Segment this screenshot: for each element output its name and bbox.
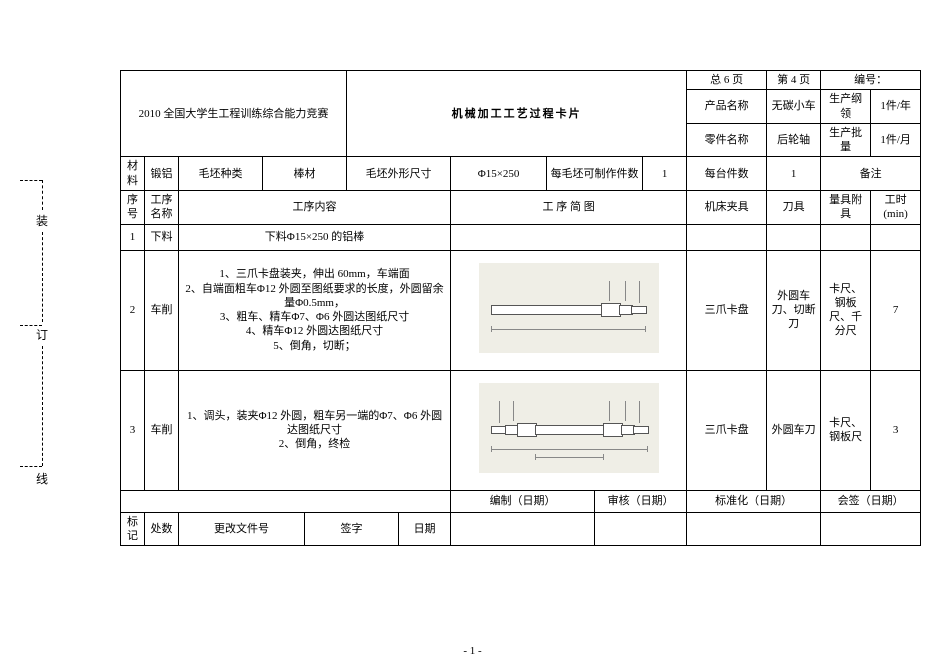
binding-ding: 订 [32,326,52,343]
row2-name: 车削 [145,250,179,370]
row1-fixture [687,224,767,250]
row2-sketch [451,250,687,370]
blank-dim-label: 毛坯外形尺寸 [347,157,451,191]
total-pages: 总 6 页 [687,71,767,90]
change-row: 标记 处数 更改文件号 签字 日期 [121,512,921,546]
column-header-row: 序号 工序名称 工序内容 工 序 简 图 机床夹具 刀具 量具附具 工时(min… [121,191,921,225]
sig-countersign: 会签（日期） [821,490,921,512]
material-label: 材料 [121,157,145,191]
remark-label: 备注 [821,157,921,191]
row2-tool: 外圆车刀、切断刀 [767,250,821,370]
shaft-diagram-2 [479,383,659,473]
row2-content: 1、三爪卡盘装夹，伸出 60mm，车端面 2、自端面粗车Φ12 外圆至图纸要求的… [179,250,451,370]
product-name-label: 产品名称 [687,90,767,124]
row3-seq: 3 [121,370,145,490]
chg-blank-2 [595,512,687,546]
chg-date: 日期 [399,512,451,546]
batch: 1件/月 [871,123,921,157]
product-name: 无碳小车 [767,90,821,124]
row3-gauge: 卡尺、钢板尺 [821,370,871,490]
binding-zhuang: 装 [32,212,52,229]
per-blank-label: 每毛坯可制作件数 [547,157,643,191]
row1-time [871,224,921,250]
binding-xian: 线 [32,470,52,487]
chg-blank-1 [451,512,595,546]
page-num: 第 4 页 [767,71,821,90]
competition-cell: 2010 全国大学生工程训练综合能力竞赛 [121,71,347,157]
row3-fixture: 三爪卡盘 [687,370,767,490]
part-name-label: 零件名称 [687,123,767,157]
row3-time: 3 [871,370,921,490]
col-proc-sketch: 工 序 简 图 [451,191,687,225]
row3-name: 车削 [145,370,179,490]
col-time: 工时(min) [871,191,921,225]
process-row-2: 2 车削 1、三爪卡盘装夹，伸出 60mm，车端面 2、自端面粗车Φ12 外圆至… [121,250,921,370]
col-tool: 刀具 [767,191,821,225]
per-blank: 1 [643,157,687,191]
chg-count: 处数 [145,512,179,546]
row1-seq: 1 [121,224,145,250]
row2-gauge: 卡尺、钢板尺、千分尺 [821,250,871,370]
col-proc-content: 工序内容 [179,191,451,225]
chg-blank-3 [687,512,821,546]
per-machine: 1 [767,157,821,191]
chg-doc: 更改文件号 [179,512,305,546]
material: 锻铝 [145,157,179,191]
row1-gauge [821,224,871,250]
blank-type-label: 毛坯种类 [179,157,263,191]
card-title: 机械加工工艺过程卡片 [347,71,687,157]
chg-sign: 签字 [305,512,399,546]
part-name: 后轮轴 [767,123,821,157]
row3-tool: 外圆车刀 [767,370,821,490]
per-machine-label: 每台件数 [687,157,767,191]
sig-review: 审核（日期） [595,490,687,512]
row2-fixture: 三爪卡盘 [687,250,767,370]
material-row: 材料 锻铝 毛坯种类 棒材 毛坯外形尺寸 Φ15×250 每毛坯可制作件数 1 … [121,157,921,191]
chg-mark: 标记 [121,512,145,546]
row3-content: 1、调头，装夹Φ12 外圆，粗车另一端的Φ7、Φ6 外圆达图纸尺寸 2、倒角，终… [179,370,451,490]
signature-row: 编制（日期） 审核（日期） 标准化（日期） 会签（日期） [121,490,921,512]
row1-name: 下料 [145,224,179,250]
sig-blank-left [121,490,451,512]
row2-seq: 2 [121,250,145,370]
prod-plan-label: 生产纲领 [821,90,871,124]
header-row-1: 2010 全国大学生工程训练综合能力竞赛 机械加工工艺过程卡片 总 6 页 第 … [121,71,921,90]
prod-plan: 1件/年 [871,90,921,124]
process-card: 2010 全国大学生工程训练综合能力竞赛 机械加工工艺过程卡片 总 6 页 第 … [120,70,920,546]
row2-time: 7 [871,250,921,370]
blank-type: 棒材 [263,157,347,191]
col-fixture: 机床夹具 [687,191,767,225]
row3-sketch [451,370,687,490]
serial-label: 编号： [821,71,921,90]
binding-margin: 装 订 线 [20,180,70,520]
row1-tool [767,224,821,250]
col-seq: 序号 [121,191,145,225]
sig-compile: 编制（日期） [451,490,595,512]
process-row-1: 1 下料 下料Φ15×250 的铝棒 [121,224,921,250]
row1-sketch [451,224,687,250]
sig-standardize: 标准化（日期） [687,490,821,512]
shaft-diagram-1 [479,263,659,353]
chg-blank-4 [821,512,921,546]
row1-content: 下料Φ15×250 的铝棒 [179,224,451,250]
col-proc-name: 工序名称 [145,191,179,225]
process-row-3: 3 车削 1、调头，装夹Φ12 外圆，粗车另一端的Φ7、Φ6 外圆达图纸尺寸 2… [121,370,921,490]
page-footer: - 1 - [0,645,945,657]
blank-dim: Φ15×250 [451,157,547,191]
batch-label: 生产批量 [821,123,871,157]
col-gauge: 量具附具 [821,191,871,225]
